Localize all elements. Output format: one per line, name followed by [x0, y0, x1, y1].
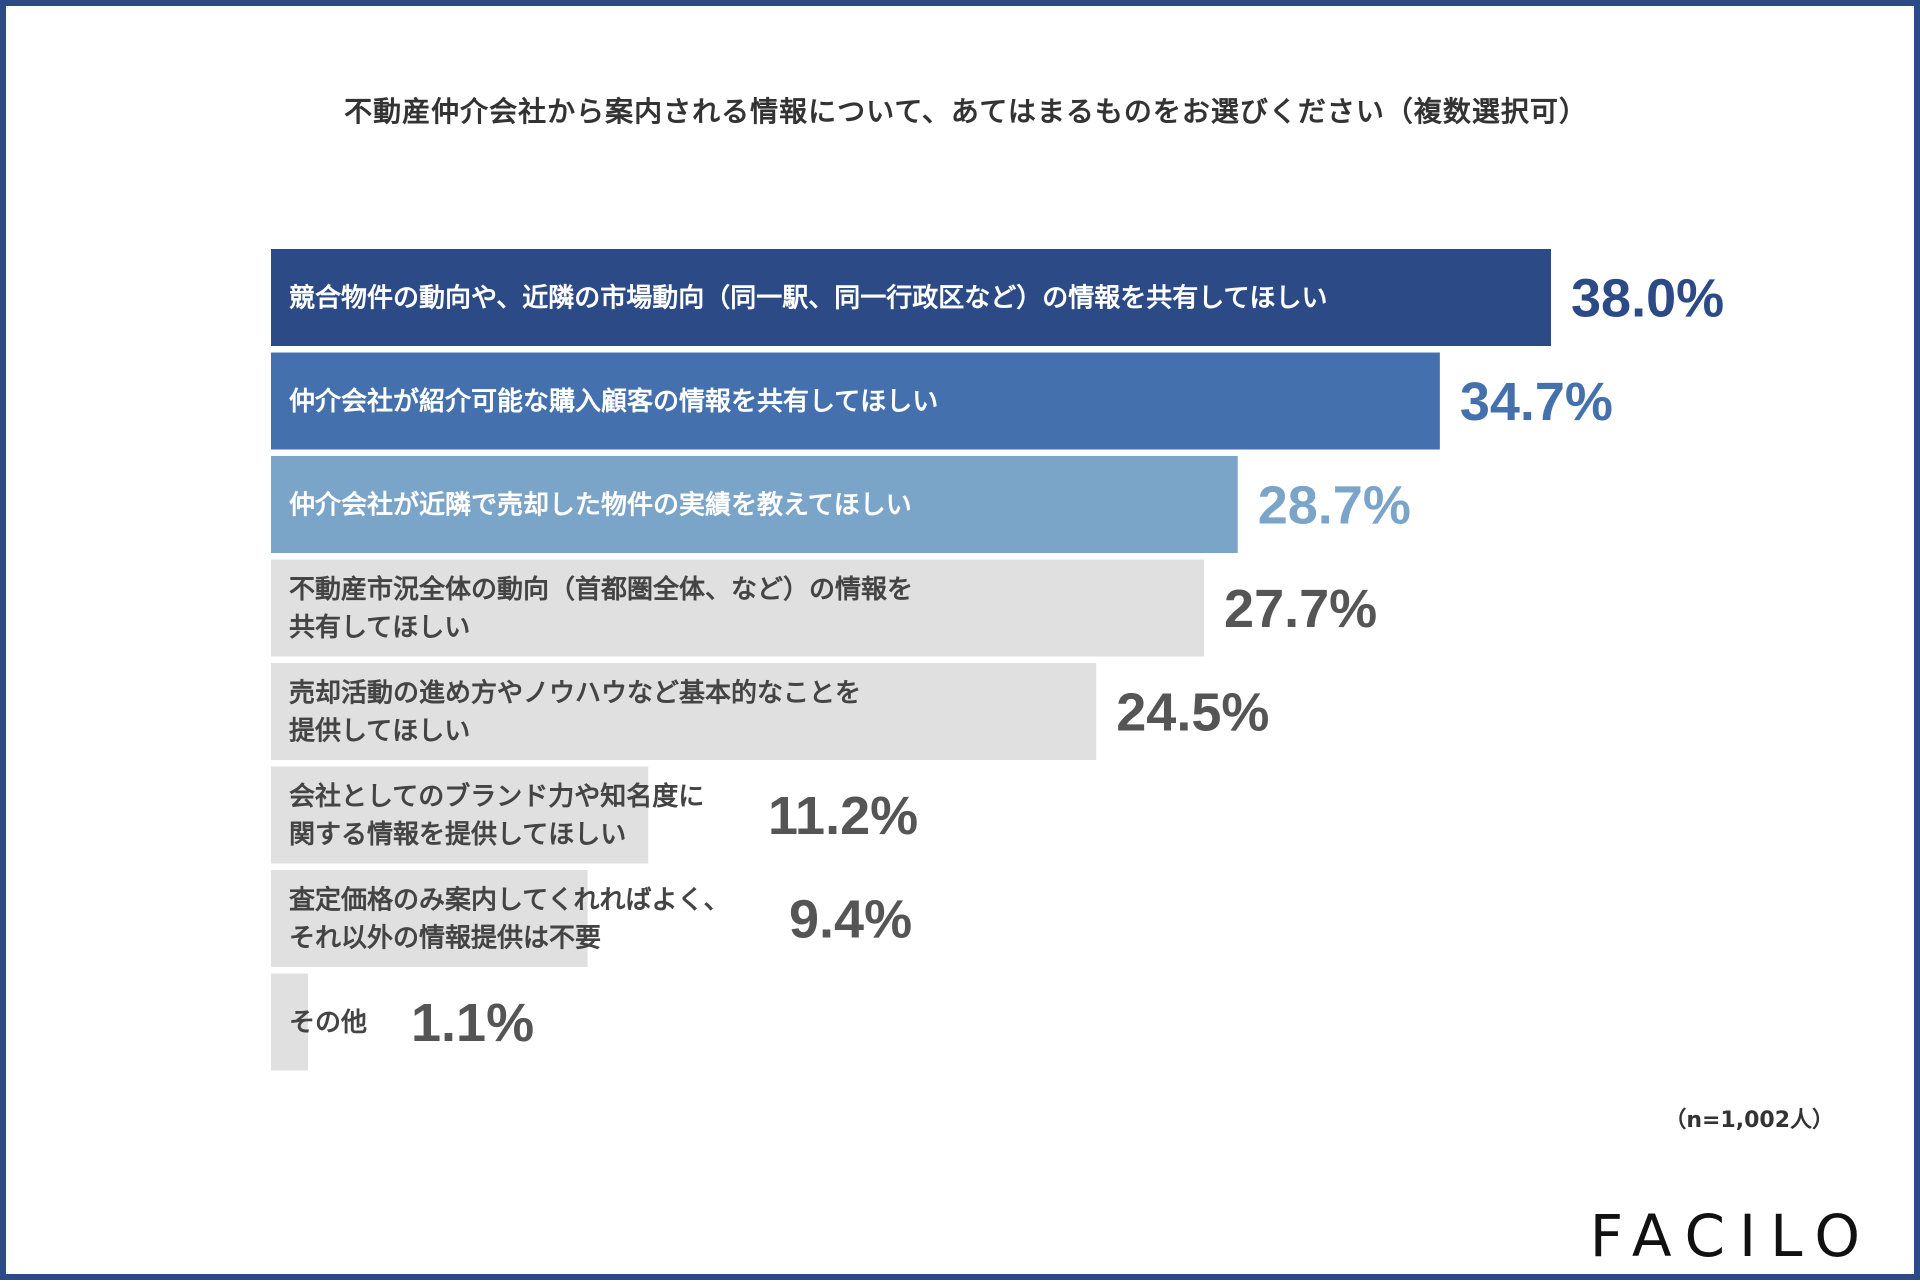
bar-label-line: 仲介会社が紹介可能な購入顧客の情報を共有してほしい	[289, 386, 938, 417]
bar-label-line: 競合物件の動向や、近隣の市場動向（同一駅、同一行政区など）の情報を共有してほしい	[289, 283, 1327, 314]
bar-label-line: 仲介会社が近隣で売却した物件の実績を教えてほしい	[289, 490, 912, 521]
value-label-7: 9.4%	[789, 890, 912, 950]
bar-2	[271, 352, 1440, 450]
bar-label-line: 不動産市況全体の動向（首都圏全体、など）の情報を	[289, 574, 913, 605]
bar-8	[271, 973, 309, 1071]
bar-7	[271, 870, 588, 967]
bar-label-3: 仲介会社が近隣で売却した物件の実績を教えてほしい	[289, 490, 912, 521]
value-label-6: 11.2%	[768, 786, 918, 846]
bar-label-2: 仲介会社が紹介可能な購入顧客の情報を共有してほしい	[289, 386, 938, 417]
bar-label-1: 競合物件の動向や、近隣の市場動向（同一駅、同一行政区など）の情報を共有してほしい	[289, 283, 1327, 314]
bar-3	[271, 456, 1238, 553]
bar-label-7: 査定価格のみ案内してくれればよく、それ以外の情報提供は不要	[289, 885, 729, 954]
bar-label-line: 関する情報を提供してほしい	[289, 820, 626, 850]
bar-label-line: 査定価格のみ案内してくれればよく、	[289, 885, 729, 916]
value-label-5: 24.5%	[1116, 683, 1269, 743]
bar-label-line: 会社としてのブランド力や知名度に	[289, 781, 704, 812]
bar-label-line: それ以外の情報提供は不要	[289, 924, 601, 954]
bar-5	[271, 663, 1097, 760]
bar-chart: 競合物件の動向や、近隣の市場動向（同一駅、同一行政区など）の情報を共有してほしい…	[271, 249, 1724, 1071]
bar-label-8: その他	[289, 1008, 367, 1038]
bar-label-6: 会社としてのブランド力や知名度に関する情報を提供してほしい	[289, 781, 704, 850]
value-label-8: 1.1%	[411, 993, 534, 1053]
value-label-4: 27.7%	[1224, 579, 1377, 639]
bar-label-5: 売却活動の進め方やノウハウなど基本的なことを提供してほしい	[289, 678, 861, 747]
bar-label-line: その他	[289, 1008, 367, 1038]
value-label-2: 34.7%	[1460, 372, 1613, 432]
bar-label-line: 売却活動の進め方やノウハウなど基本的なことを	[289, 678, 861, 709]
chart-title: 不動産仲介会社から案内される情報について、あてはまるものをお選びください（複数選…	[344, 95, 1588, 128]
bar-label-line: 提供してほしい	[289, 717, 470, 747]
value-label-3: 28.7%	[1258, 476, 1411, 536]
bar-1	[271, 249, 1551, 346]
brand-logo: FACILO	[1589, 1202, 1874, 1270]
value-label-1: 38.0%	[1571, 269, 1724, 329]
bar-6	[271, 766, 649, 864]
bar-label-4: 不動産市況全体の動向（首都圏全体、など）の情報を共有してほしい	[289, 574, 913, 643]
bar-4	[271, 559, 1205, 657]
sample-size-note: （n=1,002人）	[1664, 1108, 1834, 1133]
bar-label-line: 共有してほしい	[289, 613, 470, 643]
